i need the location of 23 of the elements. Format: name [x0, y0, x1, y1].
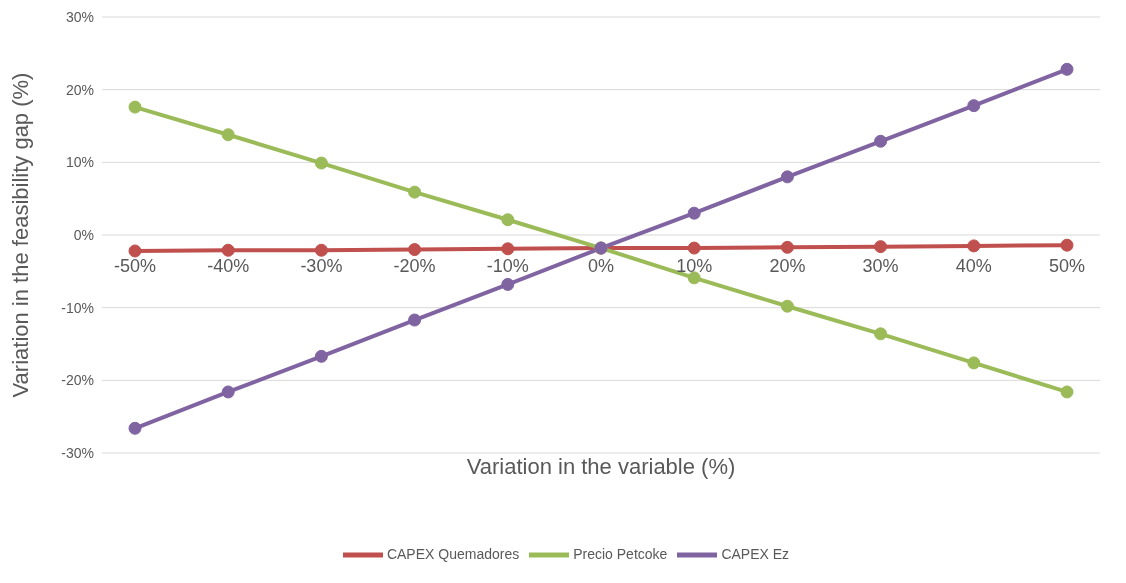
x-tick-label: 0%: [587, 256, 615, 276]
x-tick-label: 30%: [862, 256, 899, 276]
x-axis-title: Variation in the variable (%): [466, 453, 736, 479]
x-tick-label: -50%: [113, 256, 157, 276]
y-axis-title: Variation in the feasibility gap (%): [7, 72, 33, 398]
x-tick-label: 10%: [676, 256, 713, 276]
y-tick-label: -30%: [61, 444, 94, 461]
legend-label: CAPEX Ez: [721, 545, 790, 562]
y-tick-label: 20%: [65, 81, 94, 98]
x-tick-label: 50%: [1048, 256, 1086, 276]
x-tick-label: -10%: [486, 256, 529, 276]
x-tick-label: 40%: [955, 256, 992, 276]
legend-label: CAPEX Quemadores: [386, 545, 520, 562]
y-tick-label: -20%: [61, 372, 94, 389]
y-tick-label: 0%: [73, 226, 94, 243]
y-tick-label: 30%: [65, 8, 94, 25]
x-tick-label: -30%: [300, 256, 343, 276]
y-tick-label: -10%: [61, 299, 94, 316]
x-tick-label: 20%: [769, 256, 806, 276]
x-tick-label: -20%: [393, 256, 436, 276]
y-tick-label: 10%: [65, 154, 94, 171]
x-tick-label: -40%: [207, 256, 250, 276]
legend-label: Precio Petcoke: [573, 545, 668, 562]
